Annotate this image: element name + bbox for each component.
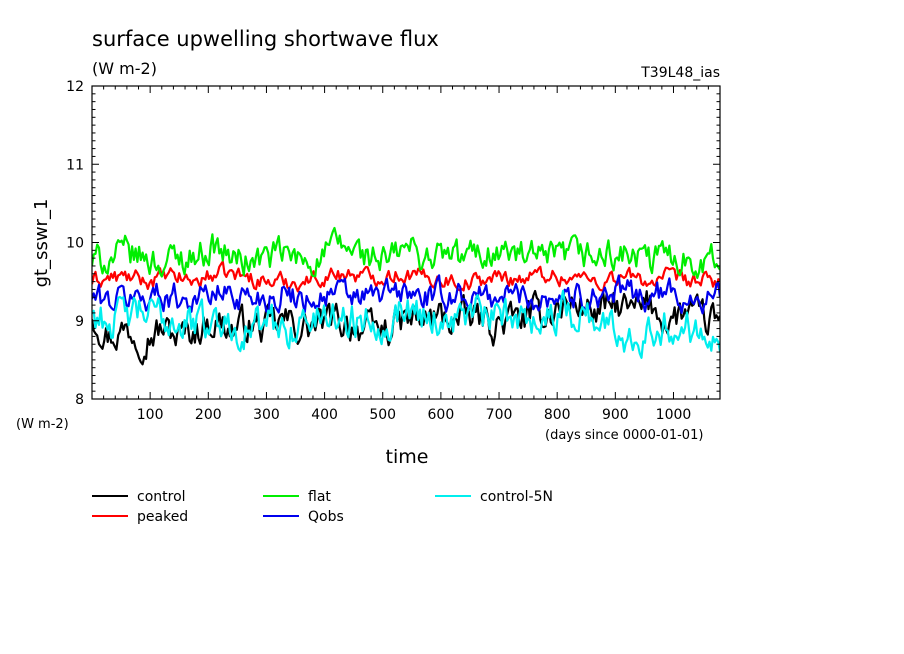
legend-label: flat: [308, 489, 331, 505]
y-tick-label: 11: [66, 157, 84, 173]
x-tick-label: 900: [602, 407, 629, 423]
y-tick-label: 10: [66, 236, 84, 252]
series-line-control-5n: [92, 289, 720, 359]
y-tick-label: 12: [66, 79, 84, 95]
legend: control peaked flat Qobs control-5N: [92, 489, 553, 525]
series-line-peaked: [92, 260, 720, 293]
tick-label-layer: 100 200 300 400 500 600 700 800 900 1000 8 9 10 11 12: [66, 79, 691, 423]
series-line-flat: [92, 226, 720, 279]
y-axis-label: gt_sswr_1: [31, 199, 52, 288]
axes-layer: [91, 85, 721, 400]
x-tick-label: 300: [253, 407, 280, 423]
x-axis-label: time: [386, 446, 429, 468]
x-tick-label: 800: [544, 407, 571, 423]
x-tick-label: 600: [428, 407, 455, 423]
x-axis-units: (days since 0000-01-01): [545, 428, 703, 443]
y-tick-label: 9: [75, 314, 84, 330]
chart-title: surface upwelling shortwave flux: [92, 27, 439, 51]
y-tick-label: 8: [75, 392, 84, 408]
x-tick-label: 700: [486, 407, 513, 423]
legend-label: Qobs: [308, 509, 344, 525]
series-layer: [92, 226, 720, 366]
x-tick-label: 200: [195, 407, 222, 423]
x-tick-label: 400: [311, 407, 338, 423]
legend-label: peaked: [137, 509, 188, 525]
x-tick-label: 100: [137, 407, 164, 423]
legend-label: control-5N: [480, 489, 553, 505]
x-tick-label: 500: [369, 407, 396, 423]
y-axis-units: (W m-2): [16, 417, 69, 432]
x-tick-label: 1000: [656, 407, 692, 423]
plot-frame: [91, 85, 721, 400]
chart-subtitle: (W m-2): [92, 59, 157, 78]
legend-label: control: [137, 489, 186, 505]
experiment-label: T39L48_ias: [640, 65, 720, 81]
series-line-qobs: [92, 274, 720, 315]
